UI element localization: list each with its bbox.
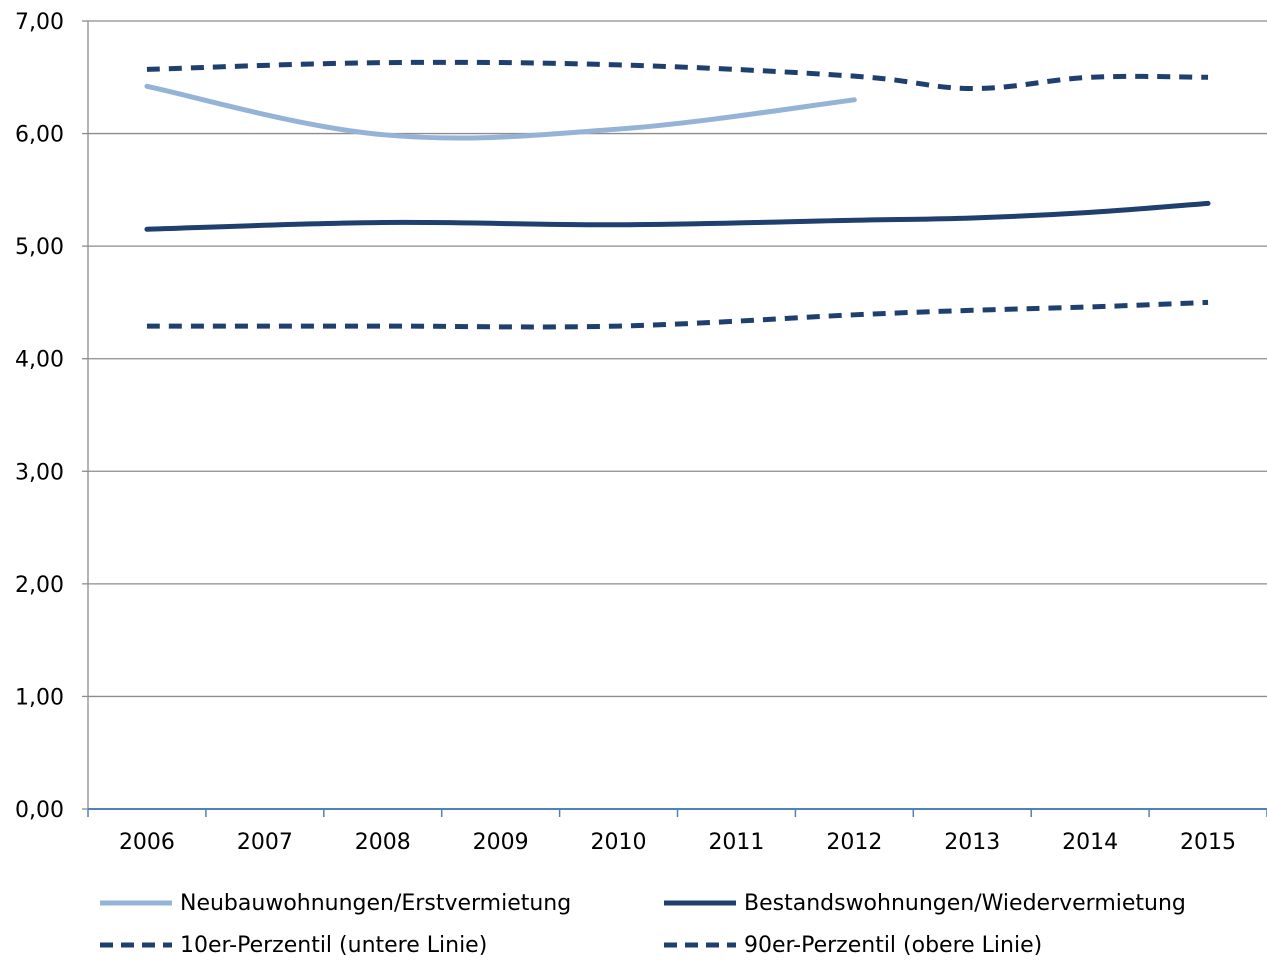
- x-tick-label: 2015: [1180, 830, 1236, 855]
- legend-swatch-bestand: [664, 900, 736, 906]
- x-tick-label: 2014: [1062, 830, 1118, 855]
- x-tick-label: 2010: [591, 830, 647, 855]
- legend: Neubauwohnungen/Erstvermietung Bestandsw…: [0, 880, 1267, 960]
- y-tick-label: 1,00: [15, 685, 64, 710]
- x-tick-label: 2012: [826, 830, 882, 855]
- x-tick-label: 2013: [944, 830, 1000, 855]
- x-tick-label: 2011: [708, 830, 764, 855]
- legend-swatch-p90: [664, 942, 736, 948]
- y-tick-label: 3,00: [15, 460, 64, 485]
- x-tick-label: 2008: [355, 830, 411, 855]
- x-tick-label: 2009: [473, 830, 529, 855]
- y-tick-label: 6,00: [15, 123, 64, 148]
- legend-item-neubau: Neubauwohnungen/Erstvermietung: [100, 888, 571, 918]
- legend-item-bestand: Bestandswohnungen/Wiedervermietung: [664, 888, 1186, 918]
- legend-item-p90: 90er-Perzentil (obere Linie): [664, 930, 1042, 960]
- legend-label-bestand: Bestandswohnungen/Wiedervermietung: [744, 890, 1186, 916]
- series-line-2: [146, 299, 1209, 330]
- legend-label-p10: 10er-Perzentil (untere Linie): [180, 932, 488, 958]
- legend-label-p90: 90er-Perzentil (obere Linie): [744, 932, 1043, 958]
- legend-item-p10: 10er-Perzentil (untere Linie): [100, 930, 487, 960]
- x-tick-label: 2007: [237, 830, 293, 855]
- x-tick-label: 2006: [119, 830, 175, 855]
- legend-swatch-p10: [100, 942, 172, 948]
- line-chart: 0,00 1,00 2,00 3,00 4,00 5,00 6,00 7,00 2006 2007…: [15, 10, 1267, 855]
- y-tick-label: 4,00: [15, 348, 64, 373]
- legend-label-neubau: Neubauwohnungen/Erstvermietung: [180, 890, 572, 916]
- y-tick-label: 5,00: [15, 235, 64, 260]
- y-tick-label: 2,00: [15, 573, 64, 598]
- series-line-3: [146, 59, 1209, 92]
- series-line-0: [144, 83, 857, 141]
- legend-swatch-neubau: [100, 900, 172, 906]
- y-tick-label: 0,00: [15, 798, 64, 823]
- series-line-1: [144, 200, 1211, 232]
- y-tick-label: 7,00: [15, 10, 64, 35]
